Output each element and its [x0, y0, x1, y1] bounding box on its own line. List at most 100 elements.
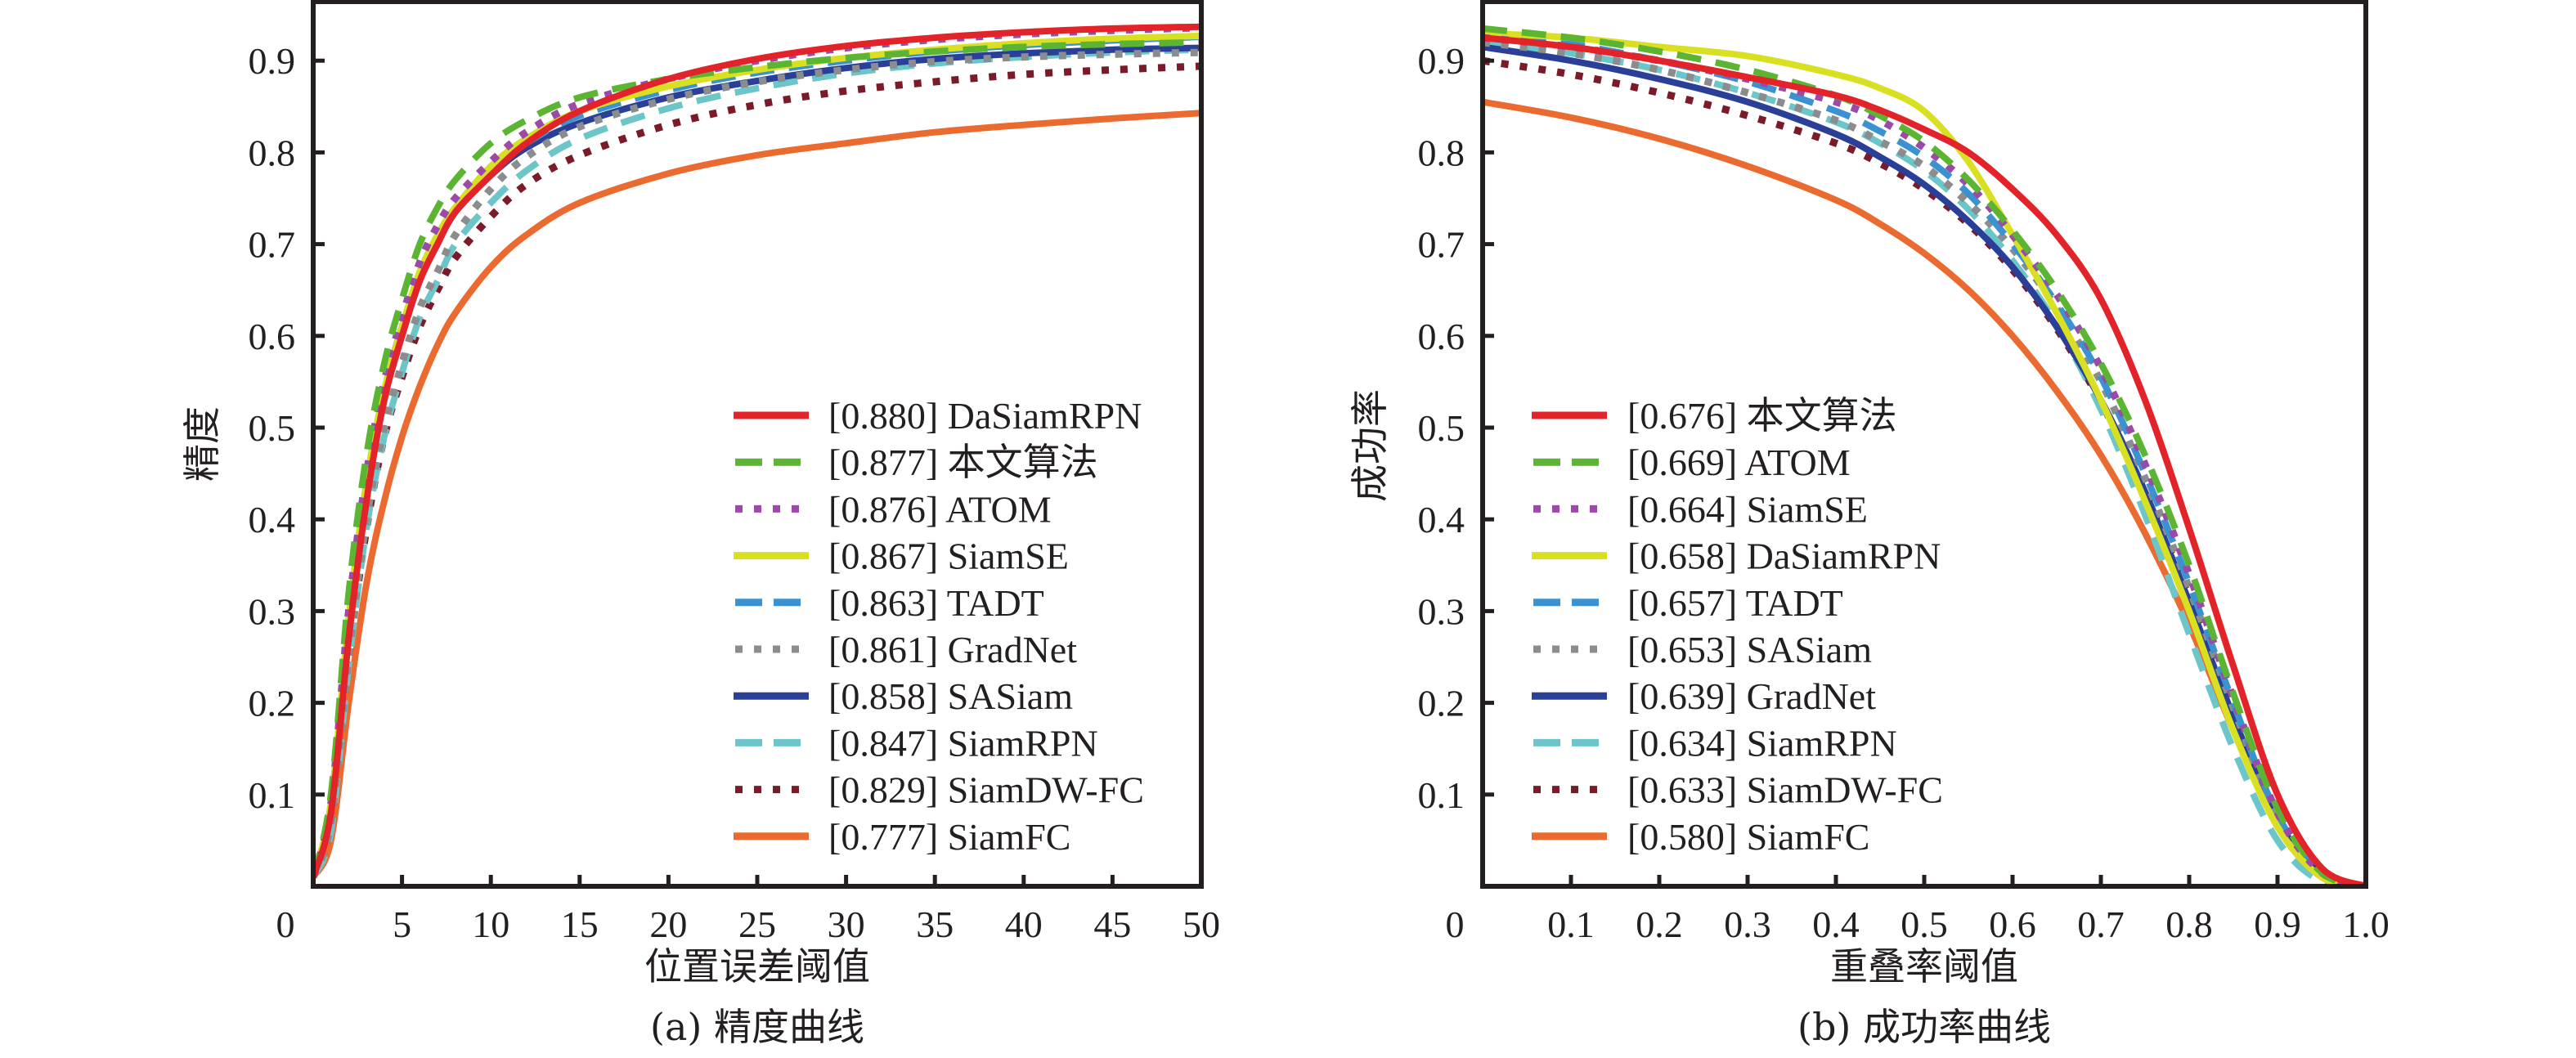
precision-legend-item: [0.877] 本文算法 [735, 442, 1098, 483]
success-x-tick-label: 0.9 [2254, 903, 2301, 945]
success-legend-item: [0.669] ATOM [1533, 442, 1851, 483]
success-legend-label: [0.653] SASiam [1627, 629, 1872, 670]
success-x-tick-label: 0.1 [1547, 903, 1595, 945]
success-legend-label: [0.657] TADT [1627, 582, 1843, 624]
precision-y-tick-label: 0.2 [249, 683, 296, 724]
precision-legend-item: [0.777] SiamFC [734, 816, 1070, 858]
precision-series-本文算法 [313, 38, 1201, 878]
success-legend-item: [0.653] SASiam [1533, 629, 1872, 670]
precision-x-tick-label: 15 [561, 903, 599, 945]
success-ticks: 0 0.1 0.2 0.3 0.4 0.5 0.6 0.7 0.8 0.9 1.0 0.1 0.2 0.3… [1418, 40, 2390, 945]
precision-x-tick-label: 10 [472, 903, 509, 945]
precision-legend-label: [0.777] SiamFC [828, 816, 1070, 858]
success-y-tick-label: 0.7 [1418, 224, 1465, 266]
precision-legend-item: [0.876] ATOM [735, 488, 1052, 530]
precision-legend-label: [0.877] 本文算法 [828, 442, 1098, 483]
success-series-SiamDW-FC [1483, 56, 2366, 886]
success-legend-item: [0.676] 本文算法 [1532, 395, 1897, 437]
precision-y-tick-label: 0.3 [249, 590, 296, 632]
precision-x-tick-label: 30 [828, 903, 865, 945]
precision-series-DaSiamRPN [313, 23, 1201, 878]
success-legend-label: [0.658] DaSiamRPN [1627, 536, 1941, 577]
precision-x-tick-label: 45 [1093, 903, 1131, 945]
precision-series-SiamFC [313, 110, 1201, 879]
precision-caption: (a) 精度曲线 [650, 1005, 864, 1049]
success-x-tick-label: 0.7 [2077, 903, 2125, 945]
precision-ticks: 0 5 10 15 20 25 30 35 40 45 50 0.1 0.2 0.3 0.4 0.5 0.6 0.… [249, 40, 1221, 945]
success-series-GradNet [1483, 43, 2366, 886]
precision-series-GradNet [313, 48, 1201, 879]
success-y-tick-label: 0.5 [1418, 407, 1465, 449]
precision-legend-item: [0.880] DaSiamRPN [734, 395, 1142, 437]
success-series-TADT [1483, 29, 2366, 886]
success-x-tick-label: 0.6 [1989, 903, 2036, 945]
success-x-tick-label: 0 [1446, 903, 1465, 945]
success-series-SASiam [1483, 38, 2366, 886]
precision-y-tick-label: 0.8 [249, 132, 296, 173]
success-y-tick-label: 0.3 [1418, 590, 1465, 632]
precision-legend-item: [0.867] SiamSE [734, 536, 1069, 577]
success-legend-item: [0.658] DaSiamRPN [1532, 536, 1941, 577]
success-series-SiamSE [1483, 34, 2366, 886]
precision-legend-label: [0.863] TADT [828, 582, 1044, 624]
success-series-SiamRPN [1483, 38, 2366, 886]
precision-series-layer [313, 23, 1201, 879]
success-legend-item: [0.657] TADT [1533, 582, 1843, 624]
precision-legend: [0.880] DaSiamRPN [0.877] 本文算法 [0.876] ATO… [734, 395, 1144, 858]
precision-x-tick-label: 35 [916, 903, 954, 945]
precision-legend-label: [0.867] SiamSE [828, 536, 1069, 577]
precision-y-tick-label: 0.5 [249, 407, 296, 449]
success-series-ATOM [1483, 25, 2366, 886]
success-x-tick-label: 0.5 [1901, 903, 1948, 945]
success-y-tick-label: 0.6 [1418, 316, 1465, 357]
precision-legend-item: [0.829] SiamDW-FC [735, 769, 1144, 811]
precision-x-tick-label: 20 [649, 903, 687, 945]
success-x-axis-title: 重叠率阈值 [1830, 944, 2018, 989]
precision-x-tick-label: 5 [393, 903, 411, 945]
success-legend: [0.676] 本文算法 [0.669] ATOM [0.664] SiamSE [0… [1532, 395, 1943, 858]
precision-x-tick-label: 40 [1005, 903, 1043, 945]
precision-legend-item: [0.858] SASiam [734, 675, 1073, 717]
precision-y-tick-label: 0.7 [249, 224, 296, 266]
success-legend-label: [0.634] SiamRPN [1627, 722, 1897, 764]
precision-y-tick-label: 0.6 [249, 316, 296, 357]
success-y-tick-label: 0.4 [1418, 499, 1465, 540]
precision-legend-label: [0.829] SiamDW-FC [828, 769, 1144, 811]
precision-legend-label: [0.880] DaSiamRPN [828, 395, 1142, 437]
precision-legend-item: [0.861] GradNet [735, 629, 1077, 670]
success-series-DaSiamRPN [1483, 29, 2366, 886]
precision-x-axis-title: 位置误差阈值 [644, 944, 870, 989]
success-legend-label: [0.676] 本文算法 [1627, 395, 1897, 437]
precision-series-SiamRPN [313, 46, 1201, 879]
success-x-tick-label: 0.8 [2165, 903, 2213, 945]
success-caption: (b) 成功率曲线 [1797, 1005, 2051, 1049]
precision-legend-label: [0.861] GradNet [828, 629, 1077, 670]
success-plot-frame [1480, 0, 2368, 889]
success-y-tick-label: 0.1 [1418, 774, 1465, 816]
precision-legend-label: [0.858] SASiam [828, 675, 1073, 717]
success-legend-label: [0.669] ATOM [1627, 442, 1851, 483]
precision-y-tick-label: 0.4 [249, 499, 296, 540]
precision-chart: 0 5 10 15 20 25 30 35 40 45 50 0.1 0.2 0.3 0.4 0.5 0.6 0.… [180, 0, 1221, 1049]
success-series-layer [1483, 25, 2366, 886]
success-chart: 0 0.1 0.2 0.3 0.4 0.5 0.6 0.7 0.8 0.9 1.0 0.1 0.2 0.3… [1348, 0, 2390, 1049]
success-x-tick-label: 0.2 [1636, 903, 1683, 945]
success-legend-label: [0.639] GradNet [1627, 675, 1876, 717]
success-x-tick-label: 0.3 [1724, 903, 1771, 945]
success-legend-item: [0.633] SiamDW-FC [1533, 769, 1943, 811]
precision-y-axis-title: 精度 [180, 406, 224, 482]
precision-x-tick-label: 50 [1183, 903, 1220, 945]
precision-legend-item: [0.863] TADT [735, 582, 1044, 624]
success-y-tick-label: 0.8 [1418, 132, 1465, 173]
success-legend-item: [0.639] GradNet [1532, 675, 1876, 717]
success-legend-label: [0.633] SiamDW-FC [1627, 769, 1943, 811]
success-legend-label: [0.580] SiamFC [1627, 816, 1869, 858]
success-y-axis-title: 成功率 [1348, 389, 1392, 502]
success-legend-item: [0.634] SiamRPN [1533, 722, 1897, 764]
success-legend-item: [0.580] SiamFC [1532, 816, 1869, 858]
precision-y-tick-label: 0.1 [249, 774, 296, 816]
precision-y-tick-label: 0.9 [249, 40, 296, 82]
success-x-tick-label: 1.0 [2342, 903, 2390, 945]
precision-x-tick-label: 0 [276, 903, 295, 945]
